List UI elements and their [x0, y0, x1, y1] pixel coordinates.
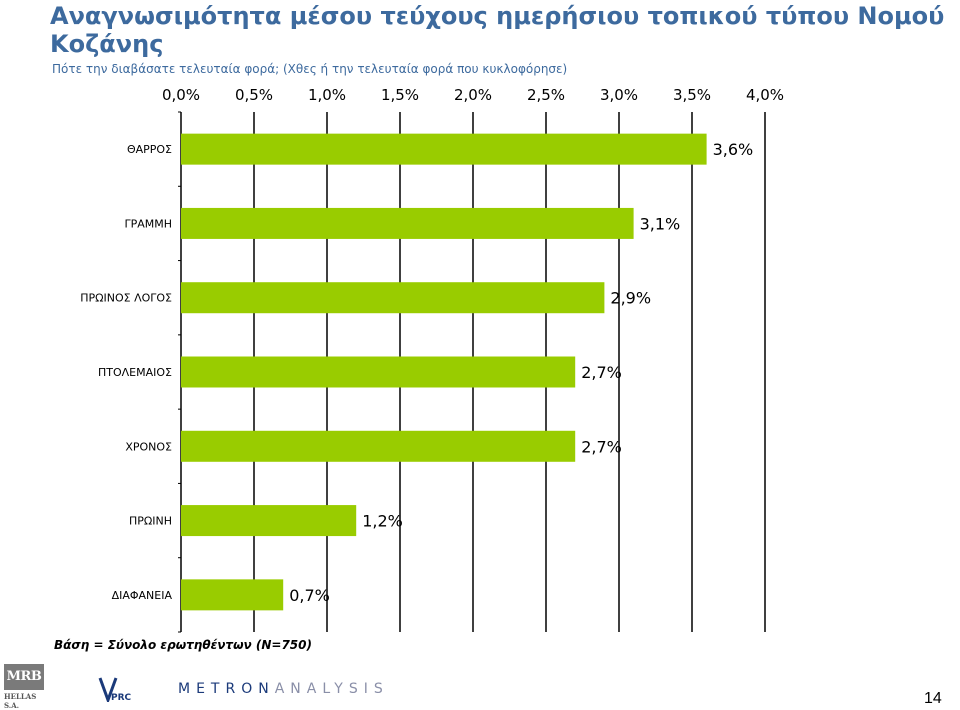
question-subtitle: Πότε την διαβάσατε τελευταία φορά; (Χθες… [52, 62, 568, 76]
x-tick-label: 3,5% [673, 86, 711, 104]
category-label: ΠΤΟΛΕΜΑΙΟΣ [98, 366, 172, 379]
data-label: 1,2% [362, 512, 403, 531]
metron-logo-part1: METRON [178, 681, 275, 697]
mrb-logo-text: MRB [4, 664, 44, 690]
category-label: ΠΡΩΙΝΟΣ ΛΟΓΟΣ [80, 292, 172, 305]
x-tick-label: 3,0% [600, 86, 638, 104]
category-label: ΧΡΟΝΟΣ [125, 440, 172, 453]
x-tick-label: 2,0% [454, 86, 492, 104]
bar [181, 356, 576, 388]
x-tick-label: 1,5% [381, 86, 419, 104]
x-tick-label: 0,0% [162, 86, 200, 104]
x-tick-label: 0,5% [235, 86, 273, 104]
data-label: 2,7% [581, 363, 622, 382]
data-label: 3,6% [713, 140, 754, 159]
x-tick-label: 4,0% [746, 86, 784, 104]
category-label: ΓΡΑΜΜΗ [124, 217, 172, 230]
metron-analysis-logo: METRONANALYSIS [178, 681, 389, 697]
base-footnote: Βάση = Σύνολο ερωτηθέντων (Ν=750) [54, 638, 312, 652]
vprc-logo: PRC [98, 677, 132, 702]
mrb-logo: MRB HELLAS S.A. [4, 664, 48, 710]
bar [181, 505, 357, 537]
x-tick-label: 2,5% [527, 86, 565, 104]
bar [181, 579, 284, 611]
bar [181, 430, 576, 462]
data-label: 2,9% [610, 289, 651, 308]
bar [181, 282, 605, 314]
data-label: 0,7% [289, 586, 330, 605]
bar [181, 133, 707, 165]
category-label: ΘΑΡΡΟΣ [127, 143, 172, 156]
x-tick-label: 1,0% [308, 86, 346, 104]
svg-text:PRC: PRC [111, 693, 132, 702]
mrb-logo-sub: HELLAS S.A. [4, 692, 37, 710]
bar [181, 207, 634, 239]
metron-logo-part2: ANALYSIS [274, 681, 389, 697]
page-title: Αναγνωσιμότητα μέσου τεύχους ημερήσιου τ… [50, 2, 945, 58]
data-label: 2,7% [581, 437, 622, 456]
data-label: 3,1% [640, 214, 681, 233]
page-number: 14 [924, 690, 942, 707]
category-label: ΠΡΩΙΝΗ [129, 515, 172, 528]
category-label: ΔΙΑΦΑΝΕΙΑ [112, 589, 173, 602]
